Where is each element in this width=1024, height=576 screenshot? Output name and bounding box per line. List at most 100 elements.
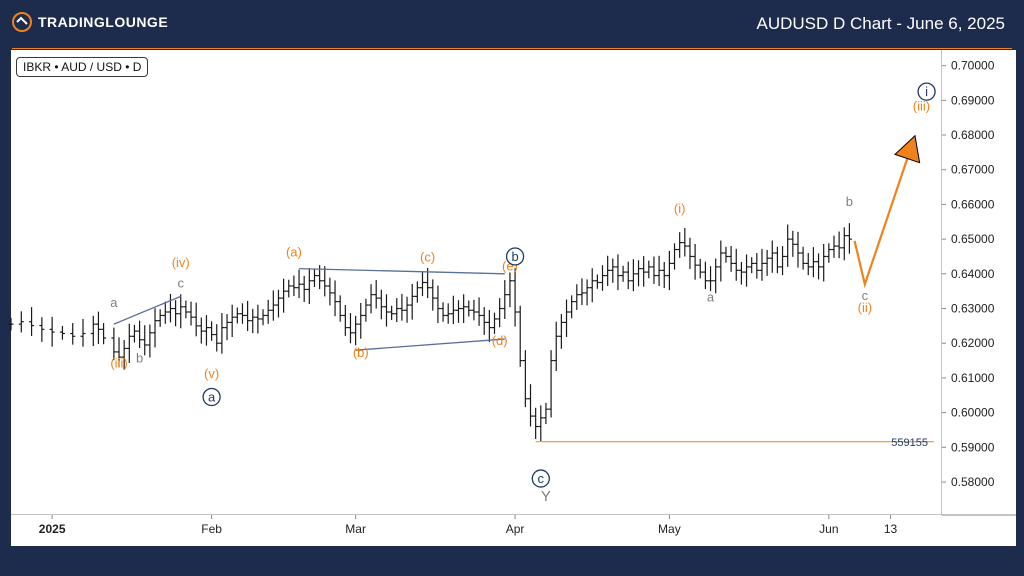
time-axis: 2025 Feb Mar Apr May Jun 13 bbox=[39, 515, 898, 536]
ohlc-bar bbox=[306, 268, 312, 305]
ohlc-bar bbox=[749, 257, 755, 274]
ohlc-bar bbox=[296, 269, 302, 299]
ohlc-bar bbox=[476, 297, 482, 326]
ohlc-bar bbox=[327, 277, 333, 306]
ohlc-bar bbox=[728, 246, 734, 272]
ohlc-bar bbox=[455, 300, 461, 323]
ohlc-bar bbox=[347, 313, 353, 344]
logo-text: TRADINGLOUNGE bbox=[38, 14, 169, 30]
wave-label: a bbox=[707, 290, 715, 305]
y-tick-label: 0.60000 bbox=[951, 406, 995, 420]
ohlc-bar bbox=[255, 304, 261, 334]
ohlc-bar bbox=[358, 302, 364, 339]
circled-label-text: a bbox=[208, 390, 216, 405]
ohlc-bar bbox=[646, 260, 652, 279]
y-tick-label: 0.61000 bbox=[951, 371, 995, 385]
y-tick-label: 0.69000 bbox=[951, 93, 995, 107]
ohlc-bar bbox=[137, 320, 143, 349]
ohlc-bar bbox=[239, 303, 245, 324]
ohlc-bar bbox=[39, 317, 45, 342]
ohlc-bar bbox=[831, 235, 837, 258]
ohlc-bar bbox=[229, 304, 235, 337]
circled-wave-label: i bbox=[917, 82, 936, 101]
ohlc-bar bbox=[116, 337, 122, 368]
y-tick-label: 0.65000 bbox=[951, 232, 995, 246]
ohlc-bar bbox=[224, 314, 230, 341]
ohlc-bar bbox=[29, 307, 35, 336]
ohlc-bar bbox=[651, 256, 657, 284]
ohlc-bar bbox=[450, 295, 456, 325]
y-tick-label: 0.58000 bbox=[951, 475, 995, 489]
ohlc-bar bbox=[389, 305, 395, 320]
ohlc-bar bbox=[744, 254, 750, 287]
ohlc-bar bbox=[615, 254, 621, 291]
support-value-label: 559155 bbox=[891, 437, 928, 449]
ohlc-bar bbox=[826, 243, 832, 263]
ohlc-bar bbox=[538, 405, 544, 442]
ohlc-bar bbox=[188, 301, 194, 326]
y-tick-label: 0.64000 bbox=[951, 267, 995, 281]
label-circle bbox=[917, 82, 936, 101]
ohlc-bar bbox=[250, 308, 256, 334]
y-tick-label: 0.59000 bbox=[951, 440, 995, 454]
ohlc-bar bbox=[589, 268, 595, 303]
circled-wave-label: b bbox=[505, 247, 525, 266]
ohlc-bar bbox=[579, 278, 585, 306]
ohlc-bar bbox=[260, 309, 266, 326]
ohlc-bar bbox=[404, 296, 410, 323]
ohlc-bar bbox=[219, 313, 225, 354]
x-tick-label: Jun bbox=[819, 522, 838, 536]
wave-label: (b) bbox=[353, 345, 369, 360]
ohlc-bar bbox=[332, 280, 338, 317]
ohlc-bar bbox=[605, 255, 611, 286]
ohlc-bar bbox=[594, 274, 600, 289]
ohlc-bar bbox=[162, 301, 168, 324]
label-circle bbox=[505, 247, 525, 266]
ohlc-bar bbox=[481, 307, 487, 335]
circled-wave-label: a bbox=[202, 387, 221, 407]
ohlc-bar bbox=[492, 312, 498, 334]
symbol-label: IBKR • AUD / USD • D bbox=[16, 57, 149, 77]
wave-label: a bbox=[110, 295, 118, 310]
ohlc-bar bbox=[183, 300, 189, 319]
wave-label: (i) bbox=[674, 201, 686, 216]
ohlc-bar bbox=[692, 243, 698, 280]
ohlc-bar bbox=[682, 228, 688, 257]
chart-title: AUDUSD D Chart - June 6, 2025 bbox=[756, 14, 1006, 33]
ohlc-bar bbox=[641, 256, 647, 287]
ohlc-bar bbox=[18, 311, 24, 333]
ohlc-bar bbox=[625, 261, 631, 290]
ohlc-bar bbox=[600, 265, 606, 291]
ohlc-bar bbox=[461, 294, 467, 324]
ohlc-bar bbox=[409, 283, 415, 320]
plot-area bbox=[11, 50, 942, 515]
ohlc-bar bbox=[209, 321, 215, 341]
ohlc-bar bbox=[286, 279, 292, 298]
ohlc-bar bbox=[836, 231, 842, 259]
wave-label: (iv) bbox=[172, 255, 190, 270]
ohlc-bar bbox=[178, 294, 184, 329]
ohlc-bar bbox=[111, 327, 117, 361]
ohlc-bar bbox=[666, 250, 672, 291]
ohlc-bar bbox=[414, 281, 420, 303]
ohlc-bar bbox=[754, 253, 760, 279]
ohlc-bar bbox=[759, 248, 765, 281]
ohlc-bar bbox=[121, 340, 127, 370]
ohlc-bar bbox=[353, 315, 359, 346]
header-divider bbox=[12, 48, 1012, 49]
y-tick-label: 0.67000 bbox=[951, 163, 995, 177]
wave-label: (v) bbox=[204, 366, 219, 381]
x-tick-label: Feb bbox=[201, 522, 222, 536]
wave-label: b bbox=[136, 350, 143, 365]
trendline bbox=[113, 295, 181, 325]
x-tick-label: 13 bbox=[884, 522, 898, 536]
wave-label: (iii) bbox=[913, 99, 930, 114]
ohlc-bar bbox=[157, 309, 163, 327]
ohlc-bar bbox=[846, 223, 852, 254]
x-tick-label: Apr bbox=[506, 522, 525, 536]
trendline bbox=[299, 267, 505, 275]
price-axis: 0.70000 0.69000 0.68000 0.67000 0.66000 0.650… bbox=[942, 59, 995, 489]
ohlc-bar bbox=[49, 316, 55, 347]
